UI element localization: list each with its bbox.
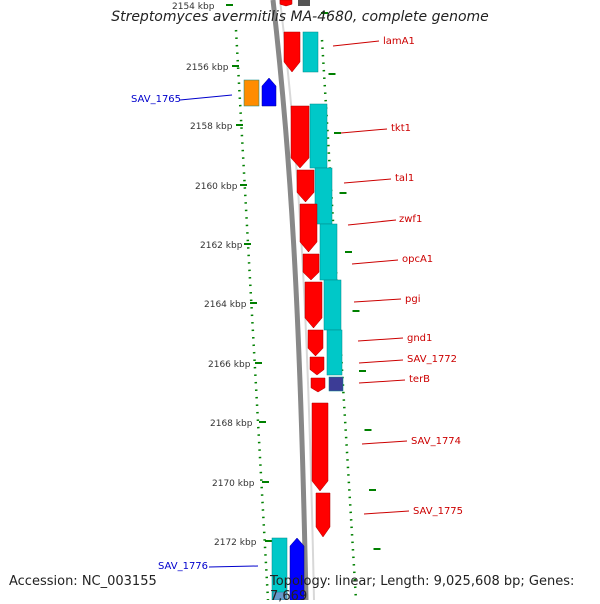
gene-arrow xyxy=(310,377,326,393)
cds-box xyxy=(271,537,288,600)
gene-label-sav-1774[interactable]: SAV_1774 xyxy=(411,436,461,447)
scale-label: 2164 kbp xyxy=(204,300,247,310)
scale-ticks: 2154 kbp 2156 kbp 2158 kbp 2160 kbp 2162 kbp… xyxy=(172,2,381,600)
gene-arrow xyxy=(307,329,324,357)
terminator-box xyxy=(328,376,344,392)
gene-label-gnd1[interactable]: gnd1 xyxy=(407,333,432,344)
label-leader-line xyxy=(340,128,388,134)
label-leader-line xyxy=(179,94,233,101)
gene-label-sav-1772[interactable]: SAV_1772 xyxy=(407,354,457,365)
gene-label-sav-1775[interactable]: SAV_1775 xyxy=(413,506,463,517)
gene-label-sav-1765[interactable]: SAV_1765 xyxy=(131,94,181,105)
gene-labels: lamA1 SAV_1765 tkt1 tal1 zwf1 opcA1 pgi gnd1 SAV… xyxy=(131,36,463,572)
scale-label: 2162 kbp xyxy=(200,241,243,251)
cds-box xyxy=(323,279,342,331)
label-leader-line xyxy=(208,565,259,568)
cds-box xyxy=(326,329,343,376)
gene-arrow xyxy=(315,492,331,538)
label-leader-line xyxy=(332,40,380,47)
scale-label: 2160 kbp xyxy=(195,182,238,192)
label-leader-line xyxy=(363,510,410,515)
cds-box xyxy=(243,79,260,107)
scale-label: 2156 kbp xyxy=(186,63,229,73)
cds-box xyxy=(272,591,288,600)
cds-box xyxy=(319,223,338,281)
label-leader-line xyxy=(343,178,392,184)
gene-arrow xyxy=(289,537,305,600)
accession-text: Accession: NC_003155 xyxy=(9,574,157,589)
left-scale-line xyxy=(234,29,270,600)
scale-label: 2154 kbp xyxy=(172,2,215,12)
gene-arrow xyxy=(302,253,320,281)
cds-box xyxy=(302,31,319,73)
label-leader-line xyxy=(358,359,404,364)
gene-arrow xyxy=(296,169,315,203)
cds-box xyxy=(309,103,328,169)
label-leader-line xyxy=(353,298,402,303)
label-leader-line xyxy=(347,219,397,226)
gene-arrow xyxy=(299,203,318,253)
scale-label: 2166 kbp xyxy=(208,360,251,370)
gene-features xyxy=(243,0,344,600)
scale-label: 2158 kbp xyxy=(190,122,233,132)
scale-label: 2170 kbp xyxy=(212,479,255,489)
gene-label-tal1[interactable]: tal1 xyxy=(395,173,414,184)
gene-arrow xyxy=(283,31,301,73)
gene-label-terb[interactable]: terB xyxy=(409,374,430,385)
gene-label-opca1[interactable]: opcA1 xyxy=(402,254,433,265)
gene-arrow xyxy=(290,105,310,169)
scale-label: 2172 kbp xyxy=(214,538,257,548)
label-leader-line xyxy=(358,379,406,384)
cds-box xyxy=(314,167,333,225)
gene-arrow xyxy=(311,402,329,492)
backbone-line xyxy=(270,0,309,600)
gene-label-pgi[interactable]: pgi xyxy=(405,294,420,305)
label-leader-line xyxy=(351,259,399,265)
top-stub xyxy=(298,0,310,6)
gene-arrow xyxy=(304,281,323,329)
gene-label-tkt1[interactable]: tkt1 xyxy=(391,123,411,134)
map-title: Streptomyces avermitilis MA-4680, comple… xyxy=(111,9,489,25)
gene-arrow xyxy=(309,356,325,376)
label-leader-line xyxy=(361,440,408,445)
gene-label-sav-1776[interactable]: SAV_1776 xyxy=(158,561,208,572)
scale-label: 2168 kbp xyxy=(210,419,253,429)
gene-arrow xyxy=(261,77,277,107)
gene-arrow xyxy=(279,0,293,7)
label-leader-line xyxy=(357,337,404,342)
gene-label-zwf1[interactable]: zwf1 xyxy=(399,214,422,225)
gene-label-lama1[interactable]: lamA1 xyxy=(383,36,415,47)
